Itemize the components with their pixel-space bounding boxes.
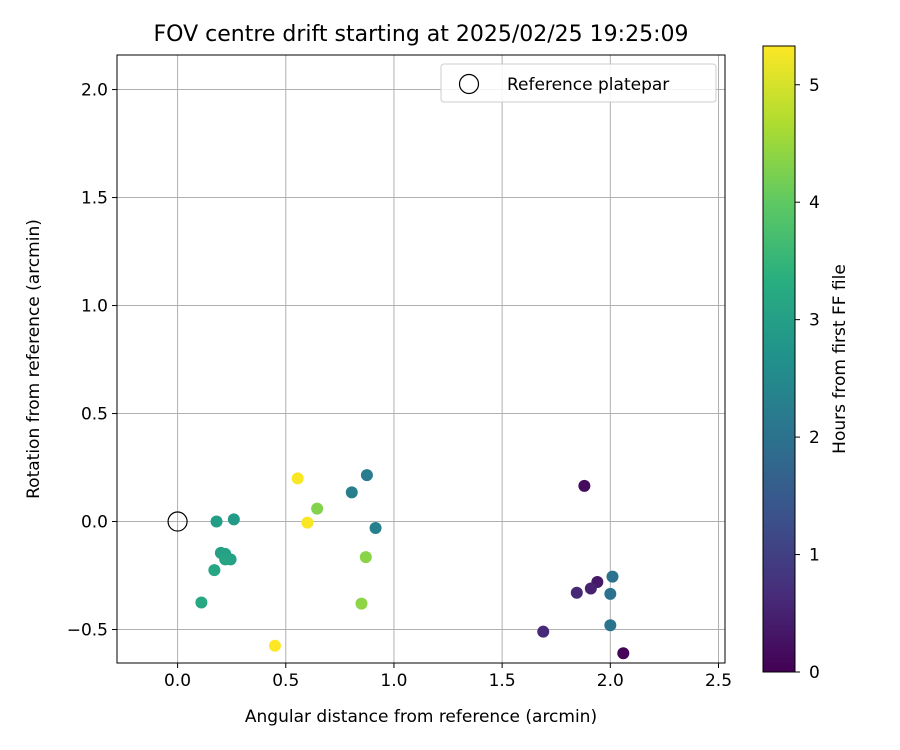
x-tick-label: 1.0 xyxy=(380,671,407,691)
y-tick-label: 2.0 xyxy=(81,81,108,101)
data-point xyxy=(606,570,619,583)
data-point xyxy=(301,516,314,529)
data-point xyxy=(345,486,358,499)
data-point xyxy=(537,625,550,638)
reference-point xyxy=(167,511,188,532)
data-point xyxy=(210,515,223,528)
x-tick-label: 1.5 xyxy=(489,671,516,691)
data-point xyxy=(227,513,240,526)
data-point xyxy=(604,587,617,600)
data-point xyxy=(359,551,372,564)
x-axis-ticks: 0.0 0.5 1.0 1.5 2.0 2.5 xyxy=(164,663,732,691)
colorbar-gradient xyxy=(762,45,796,673)
data-point xyxy=(578,479,591,492)
data-point xyxy=(604,619,617,632)
y-axis-label: Rotation from reference (arcmin) xyxy=(24,219,44,499)
x-tick-label: 2.0 xyxy=(597,671,624,691)
y-tick-label: −0.5 xyxy=(67,621,108,641)
y-tick-label: 1.5 xyxy=(81,189,108,209)
reference-marker xyxy=(167,511,188,532)
data-point xyxy=(219,553,232,566)
colorbar-tick-label: 4 xyxy=(809,193,820,213)
colorbar-tick-label: 5 xyxy=(809,76,820,96)
colorbar-tick-label: 2 xyxy=(809,428,820,448)
legend: Reference platepar xyxy=(440,63,717,103)
data-point xyxy=(355,597,368,610)
colorbar-tick-label: 3 xyxy=(809,311,820,331)
x-tick-label: 2.5 xyxy=(705,671,732,691)
colorbar-ticks: 0 1 2 3 4 5 xyxy=(795,76,820,683)
data-point xyxy=(268,639,281,652)
data-point xyxy=(360,469,373,482)
data-point xyxy=(291,472,304,485)
grid xyxy=(117,55,725,663)
y-tick-label: 0.0 xyxy=(81,513,108,533)
colorbar-label: Hours from first FF file xyxy=(830,264,850,454)
data-point xyxy=(617,647,630,660)
data-point xyxy=(369,522,382,535)
y-axis-ticks: −0.5 0.0 0.5 1.0 1.5 2.0 xyxy=(67,81,117,641)
x-axis-label: Angular distance from reference (arcmin) xyxy=(245,707,597,727)
data-point xyxy=(208,564,221,577)
legend-box xyxy=(440,63,717,103)
data-point xyxy=(584,582,597,595)
data-point xyxy=(570,586,583,599)
y-tick-label: 0.5 xyxy=(81,405,108,425)
legend-entry-label: Reference platepar xyxy=(507,75,669,95)
x-tick-label: 0.5 xyxy=(272,671,299,691)
data-point xyxy=(195,596,208,609)
y-tick-label: 1.0 xyxy=(81,297,108,317)
legend-reference-marker xyxy=(458,73,480,95)
colorbar-tick-label: 0 xyxy=(809,663,820,683)
colorbar-tick-label: 1 xyxy=(809,546,820,566)
chart-title: FOV centre drift starting at 2025/02/25 … xyxy=(154,22,689,47)
data-points xyxy=(195,469,630,660)
data-point xyxy=(311,502,324,515)
colorbar: 0 1 2 3 4 5 Hours from first FF file xyxy=(762,45,850,683)
x-tick-label: 0.0 xyxy=(164,671,191,691)
plot-frame xyxy=(116,54,726,664)
